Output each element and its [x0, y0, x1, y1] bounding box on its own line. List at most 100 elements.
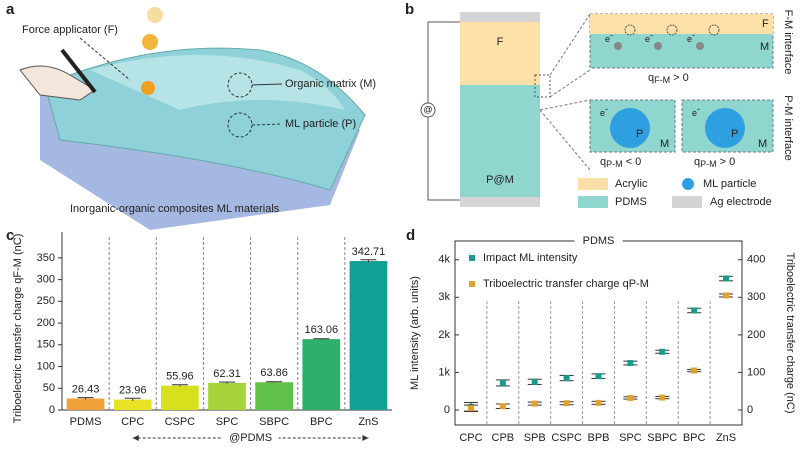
meter-symbol: @: [423, 104, 432, 114]
electrode: [460, 12, 540, 22]
electrons: [614, 24, 720, 50]
point: [627, 360, 634, 367]
point: [563, 400, 570, 407]
legend-swatch: [578, 178, 608, 190]
panel-label: d: [406, 227, 415, 244]
panel-label: c: [6, 227, 14, 244]
y-tick-label: 2k: [438, 329, 450, 341]
point: [723, 275, 730, 282]
layer-label: F: [497, 36, 504, 48]
legend-label: PDMS: [615, 196, 647, 208]
value-label: 55.96: [166, 371, 194, 383]
interface-label: F-M interface: [782, 10, 794, 75]
caption: Inorganic-organic composites ML material…: [70, 203, 280, 215]
charge: qF-M > 0: [648, 72, 689, 85]
zoom: [534, 74, 551, 98]
electron: e-: [687, 30, 695, 44]
lifted-sheet: [90, 55, 345, 110]
particle-label: P: [636, 128, 643, 140]
charge: qP-M < 0: [600, 156, 641, 169]
title-bg: [574, 235, 623, 247]
y2-axis-label: Triboelectric transfer charge (nC): [784, 253, 796, 414]
legend-swatch: [672, 196, 702, 208]
x-tick-label: BPB: [587, 432, 609, 444]
y-tick-label: 3k: [438, 291, 450, 303]
point: [467, 405, 474, 412]
value-label: 342.71: [352, 246, 386, 258]
pdms: [460, 85, 540, 197]
x-tick-label: PDMS: [70, 416, 102, 428]
inset-label: M: [760, 41, 769, 53]
y-tick-label: 0: [49, 404, 55, 416]
panel-label: a: [6, 1, 15, 18]
y2-tick-label: 400: [747, 254, 765, 266]
x-tick-label: SPB: [524, 432, 546, 444]
point: [499, 379, 506, 386]
particle: [142, 34, 158, 50]
bar: [208, 382, 246, 410]
bar: [302, 339, 341, 410]
y2-tick-label: 200: [747, 329, 765, 341]
annotation-bg: [222, 430, 279, 446]
point: [563, 375, 570, 382]
meter: [420, 102, 436, 118]
particle-label: P: [731, 128, 738, 140]
zoom: [549, 13, 591, 76]
y2-tick-label: 300: [747, 291, 765, 303]
acrylic: [460, 22, 540, 85]
value-label: 63.86: [260, 367, 288, 379]
label: Organic matrix (M): [285, 78, 376, 90]
y-tick-label: 200: [37, 317, 55, 329]
point: [659, 348, 666, 355]
chart-title: PDMS: [583, 235, 615, 247]
point: [499, 403, 506, 410]
legend-label: Triboelectric transfer charge qP-M: [483, 278, 649, 290]
charge: qP-M > 0: [694, 156, 735, 169]
x-tick-label: BPC: [310, 416, 333, 428]
legend-swatch: [682, 178, 694, 190]
point: [691, 367, 698, 374]
x-tick-label: ZnS: [716, 432, 736, 444]
y-tick-label: 150: [37, 339, 55, 351]
ml-particle: [610, 108, 650, 148]
legend-swatch: [578, 196, 608, 208]
ml-particle: [705, 108, 745, 148]
point: [691, 307, 698, 314]
point: [531, 400, 538, 407]
bar: [255, 382, 293, 410]
interface-label: P-M interface: [782, 95, 794, 160]
pointer: [251, 83, 283, 86]
zoom: [549, 69, 591, 98]
pen: [60, 48, 97, 94]
y-tick-label: 350: [37, 252, 55, 264]
x-tick-label: SBPC: [259, 416, 289, 428]
point: [723, 292, 730, 299]
label: ML particle (P): [285, 118, 356, 130]
x-tick-label: CPC: [459, 432, 482, 444]
bar: [349, 261, 388, 410]
legend-swatch: [469, 281, 475, 287]
y2-tick-label: 0: [747, 404, 753, 416]
zoom: [539, 109, 591, 171]
layer-label: P@M: [486, 174, 514, 186]
panel-b: b @ F P@M F M e- e- e- qF-M > 0 P P M M: [405, 1, 794, 208]
particle: [141, 81, 155, 95]
particle: [147, 7, 163, 23]
pointer: [251, 123, 283, 126]
bar: [66, 398, 105, 410]
x-tick-label: CSPC: [551, 432, 582, 444]
value-label: 163.06: [304, 324, 338, 336]
point: [531, 378, 538, 385]
x-tick-label: BPC: [683, 432, 706, 444]
inset-acrylic: [590, 14, 773, 34]
x-tick-label: CSPC: [165, 416, 196, 428]
value-label: 26.43: [72, 383, 100, 395]
y-axis-label: Triboelectric transfer charge qF-M (nC): [12, 234, 24, 424]
legend-swatch: [469, 255, 475, 261]
y-tick-label: 100: [37, 360, 55, 372]
point: [595, 399, 602, 406]
inset-label: F: [762, 18, 769, 30]
zoom: [539, 99, 591, 111]
x-tick-label: SPC: [216, 416, 239, 428]
